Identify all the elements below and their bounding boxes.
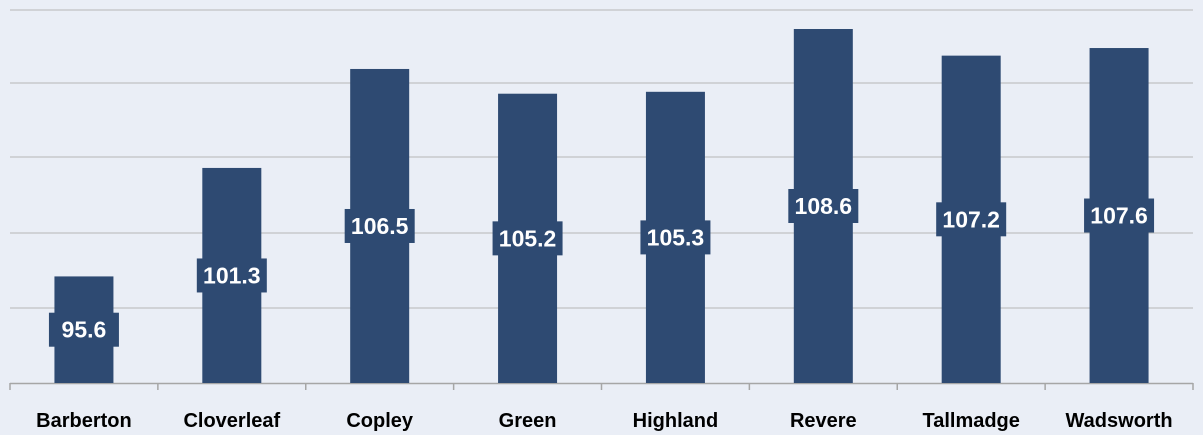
category-label: Tallmadge [922, 410, 1019, 432]
data-label: 95.6 [62, 317, 107, 343]
data-labels: 95.6 101.3 106.5 105.2 105.3 108.6 107.2 107.6 [48, 189, 1155, 347]
data-label: 101.3 [203, 262, 261, 288]
data-label: 105.2 [499, 225, 557, 251]
data-label-box [344, 208, 415, 243]
category-label: Copley [346, 410, 414, 432]
category-label: Cloverleaf [183, 410, 280, 432]
data-label-box [788, 189, 859, 223]
category-label: Green [499, 410, 557, 432]
data-label-box [48, 312, 119, 347]
data-label: 107.2 [942, 206, 1000, 232]
data-label: 106.5 [351, 213, 409, 239]
category-labels: Barberton Cloverleaf Copley Green Highland Re… [36, 410, 1172, 432]
data-label: 108.6 [795, 193, 853, 219]
x-axis [9, 382, 1194, 390]
data-label-box [1084, 198, 1155, 233]
category-label: Highland [633, 410, 719, 432]
category-label: Barberton [36, 410, 132, 432]
data-label: 107.6 [1090, 203, 1148, 229]
data-label-box [492, 221, 563, 256]
data-label-box [936, 202, 1007, 237]
data-label-box [640, 220, 711, 255]
category-label: Revere [790, 410, 857, 432]
data-label: 105.3 [647, 224, 705, 250]
category-label: Wadsworth [1066, 410, 1173, 432]
data-label-box [196, 258, 267, 293]
